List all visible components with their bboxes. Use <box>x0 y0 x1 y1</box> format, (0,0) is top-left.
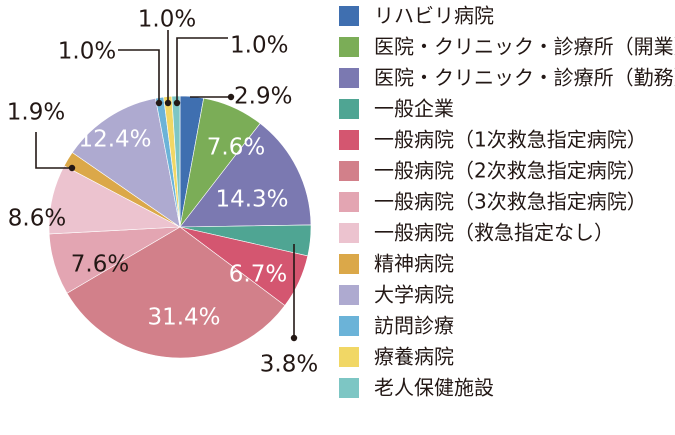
legend-swatch <box>339 68 359 88</box>
legend-label: 訪問診療 <box>374 314 454 338</box>
legend-label: 精神病院 <box>374 252 454 276</box>
legend-label: 一般病院（1次救急指定病院） <box>374 128 647 152</box>
legend-swatch <box>339 130 359 150</box>
slice-label: 6.7% <box>229 262 287 288</box>
legend-label: 老人保健施設 <box>374 376 494 400</box>
legend-swatch <box>339 223 359 243</box>
leader-dot <box>227 93 235 101</box>
legend-swatch <box>339 378 359 398</box>
legend-swatch <box>339 161 359 181</box>
legend-label: 大学病院 <box>374 283 454 307</box>
leader-line <box>176 37 228 103</box>
leader-lines <box>35 30 298 342</box>
legend-swatch <box>339 99 359 119</box>
legend-label: 医院・クリニック・診療所（開業） <box>374 35 675 59</box>
legend-label: 一般病院（3次救急指定病院） <box>374 190 647 214</box>
slice-label: 1.0% <box>230 33 288 59</box>
legend-label: 医院・クリニック・診療所（勤務） <box>374 66 675 90</box>
leader-dot <box>173 99 181 107</box>
slice-label: 14.3% <box>215 187 288 213</box>
legend-label: リハビリ病院 <box>374 4 494 28</box>
slice-label: 2.9% <box>234 84 292 110</box>
slice-labels: 2.9%7.6%14.3%3.8%6.7%31.4%7.6%8.6%1.9%12… <box>7 7 318 378</box>
slice-label: 31.4% <box>147 305 220 331</box>
legend-swatch <box>339 347 359 367</box>
slice-label: 1.9% <box>7 100 65 126</box>
legend-label: 療養病院 <box>374 345 454 369</box>
slice-label: 7.6% <box>71 252 129 278</box>
legend-label: 一般企業 <box>374 97 454 121</box>
slice-label: 1.0% <box>138 7 196 33</box>
legend-swatch <box>339 6 359 26</box>
legend-label: 一般病院（救急指定なし） <box>374 221 614 245</box>
leader-line <box>35 132 72 169</box>
legend-swatch <box>339 316 359 336</box>
slice-label: 3.8% <box>260 352 318 378</box>
legend-swatch <box>339 285 359 305</box>
pie-slices <box>48 95 312 359</box>
pie-slice <box>171 95 181 228</box>
legend-swatch <box>339 37 359 57</box>
leader-dot <box>290 334 298 342</box>
legend-swatch <box>339 192 359 212</box>
leader-dot <box>68 164 76 172</box>
legend-label: 一般病院（2次救急指定病院） <box>374 159 647 183</box>
pie-slice <box>179 122 312 228</box>
pie-slice <box>71 97 181 228</box>
slice-label: 1.0% <box>58 39 116 65</box>
leader-dot <box>164 99 172 107</box>
legend-swatch <box>339 254 359 274</box>
leader-line <box>118 49 160 103</box>
slice-label: 7.6% <box>207 135 265 161</box>
slice-label: 12.4% <box>78 127 151 153</box>
slice-label: 8.6% <box>8 206 66 232</box>
pie-slice <box>66 226 286 359</box>
leader-dot <box>155 99 163 107</box>
